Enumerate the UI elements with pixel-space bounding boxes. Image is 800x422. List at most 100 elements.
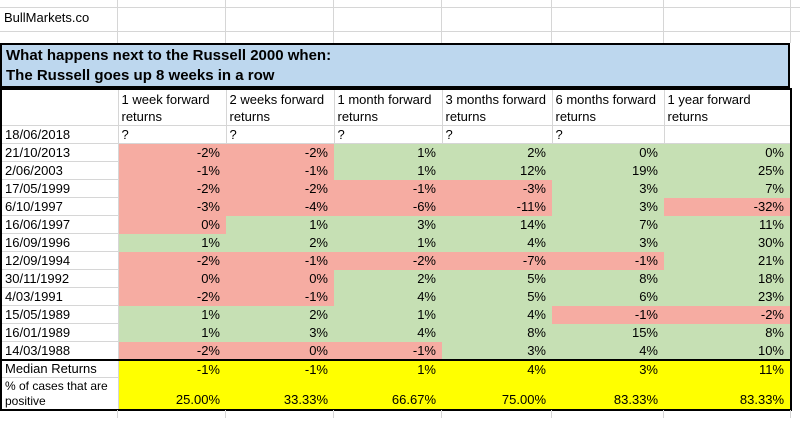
value-cell[interactable]: 4% bbox=[442, 305, 552, 324]
value-cell[interactable]: 18% bbox=[664, 269, 791, 288]
value-cell[interactable]: -1% bbox=[334, 179, 442, 198]
value-cell[interactable]: 6% bbox=[552, 287, 664, 306]
value-cell[interactable]: 2% bbox=[442, 143, 552, 162]
date-cell[interactable]: 30/11/1992 bbox=[1, 269, 119, 288]
value-cell[interactable]: 4% bbox=[334, 287, 442, 306]
median-value-cell[interactable]: 3% bbox=[552, 358, 664, 378]
value-cell[interactable]: -1% bbox=[226, 161, 334, 180]
value-cell[interactable]: 14% bbox=[442, 215, 552, 234]
value-cell[interactable]: 1% bbox=[118, 305, 226, 324]
value-cell[interactable]: 0% bbox=[664, 143, 791, 162]
value-cell[interactable] bbox=[664, 125, 792, 144]
date-cell[interactable]: 6/10/1997 bbox=[1, 197, 119, 216]
date-cell[interactable]: 12/09/1994 bbox=[1, 251, 119, 270]
corner-cell[interactable] bbox=[1, 89, 119, 126]
value-cell[interactable]: 23% bbox=[664, 287, 791, 306]
value-cell[interactable]: 1% bbox=[118, 323, 226, 342]
brand-cell[interactable]: BullMarkets.co bbox=[4, 10, 90, 25]
value-cell[interactable]: 0% bbox=[226, 341, 334, 360]
value-cell[interactable]: 8% bbox=[664, 323, 791, 342]
value-cell[interactable]: -1% bbox=[552, 251, 664, 270]
value-cell[interactable]: 21% bbox=[664, 251, 791, 270]
value-cell[interactable]: -2% bbox=[334, 251, 442, 270]
header-cell[interactable]: 3 months forward returns bbox=[442, 89, 553, 126]
value-cell[interactable]: 7% bbox=[664, 179, 791, 198]
value-cell[interactable]: 1% bbox=[334, 161, 442, 180]
value-cell[interactable]: ? bbox=[334, 125, 443, 144]
value-cell[interactable]: ? bbox=[226, 125, 335, 144]
value-cell[interactable]: 2% bbox=[226, 233, 334, 252]
header-cell[interactable]: 1 month forward returns bbox=[334, 89, 443, 126]
value-cell[interactable]: 5% bbox=[442, 287, 552, 306]
median-value-cell[interactable]: -1% bbox=[226, 358, 334, 378]
value-cell[interactable]: -11% bbox=[442, 197, 552, 216]
value-cell[interactable]: -2% bbox=[118, 179, 226, 198]
value-cell[interactable]: 3% bbox=[442, 341, 552, 360]
median-value-cell[interactable]: 11% bbox=[664, 358, 791, 378]
value-cell[interactable]: 12% bbox=[442, 161, 552, 180]
date-cell[interactable]: 16/06/1997 bbox=[1, 215, 119, 234]
value-cell[interactable]: 0% bbox=[118, 269, 226, 288]
value-cell[interactable]: 1% bbox=[334, 233, 442, 252]
value-cell[interactable]: -3% bbox=[118, 197, 226, 216]
value-cell[interactable]: 10% bbox=[664, 341, 791, 360]
date-cell[interactable]: 2/06/2003 bbox=[1, 161, 119, 180]
value-cell[interactable]: 2% bbox=[226, 305, 334, 324]
positive-label-cell[interactable]: % of cases that are positive bbox=[1, 377, 119, 411]
header-cell[interactable]: 1 week forward returns bbox=[118, 89, 227, 126]
value-cell[interactable]: -6% bbox=[334, 197, 442, 216]
value-cell[interactable]: 15% bbox=[552, 323, 664, 342]
value-cell[interactable]: 1% bbox=[226, 215, 334, 234]
date-cell[interactable]: 16/01/1989 bbox=[1, 323, 119, 342]
value-cell[interactable]: -1% bbox=[334, 341, 442, 360]
median-value-cell[interactable]: 1% bbox=[334, 358, 442, 378]
value-cell[interactable]: -1% bbox=[118, 161, 226, 180]
median-value-cell[interactable]: 4% bbox=[442, 358, 552, 378]
value-cell[interactable]: -2% bbox=[118, 251, 226, 270]
positive-value-cell[interactable]: 66.67% bbox=[334, 377, 442, 410]
value-cell[interactable]: -2% bbox=[118, 287, 226, 306]
date-cell[interactable]: 18/06/2018 bbox=[1, 125, 119, 144]
value-cell[interactable]: ? bbox=[118, 125, 227, 144]
value-cell[interactable]: ? bbox=[552, 125, 665, 144]
value-cell[interactable]: 0% bbox=[552, 143, 664, 162]
value-cell[interactable]: -1% bbox=[226, 287, 334, 306]
header-cell[interactable]: 1 year forward returns bbox=[664, 89, 792, 126]
value-cell[interactable]: 8% bbox=[442, 323, 552, 342]
value-cell[interactable]: 4% bbox=[442, 233, 552, 252]
value-cell[interactable]: -3% bbox=[442, 179, 552, 198]
median-value-cell[interactable]: -1% bbox=[118, 358, 226, 378]
value-cell[interactable]: 19% bbox=[552, 161, 664, 180]
value-cell[interactable]: -7% bbox=[442, 251, 552, 270]
value-cell[interactable]: 5% bbox=[442, 269, 552, 288]
value-cell[interactable]: 4% bbox=[552, 341, 664, 360]
date-cell[interactable]: 4/03/1991 bbox=[1, 287, 119, 306]
value-cell[interactable]: 4% bbox=[334, 323, 442, 342]
value-cell[interactable]: 3% bbox=[334, 215, 442, 234]
value-cell[interactable]: 1% bbox=[118, 233, 226, 252]
value-cell[interactable]: -2% bbox=[118, 341, 226, 360]
value-cell[interactable]: -2% bbox=[664, 305, 791, 324]
date-cell[interactable]: 21/10/2013 bbox=[1, 143, 119, 162]
positive-value-cell[interactable]: 83.33% bbox=[664, 377, 791, 410]
positive-value-cell[interactable]: 83.33% bbox=[552, 377, 664, 410]
date-cell[interactable]: 14/03/1988 bbox=[1, 341, 119, 360]
value-cell[interactable]: -4% bbox=[226, 197, 334, 216]
value-cell[interactable]: -1% bbox=[226, 251, 334, 270]
header-cell[interactable]: 2 weeks forward returns bbox=[226, 89, 335, 126]
value-cell[interactable]: 1% bbox=[334, 305, 442, 324]
value-cell[interactable]: 0% bbox=[226, 269, 334, 288]
value-cell[interactable]: 11% bbox=[664, 215, 791, 234]
value-cell[interactable]: 30% bbox=[664, 233, 791, 252]
date-cell[interactable]: 15/05/1989 bbox=[1, 305, 119, 324]
value-cell[interactable]: 3% bbox=[226, 323, 334, 342]
value-cell[interactable]: 8% bbox=[552, 269, 664, 288]
positive-value-cell[interactable]: 75.00% bbox=[442, 377, 552, 410]
value-cell[interactable]: -2% bbox=[226, 143, 334, 162]
value-cell[interactable]: 0% bbox=[118, 215, 226, 234]
title-block[interactable]: What happens next to the Russell 2000 wh… bbox=[0, 43, 790, 88]
value-cell[interactable]: 2% bbox=[334, 269, 442, 288]
value-cell[interactable]: 1% bbox=[334, 143, 442, 162]
positive-value-cell[interactable]: 25.00% bbox=[118, 377, 226, 410]
date-cell[interactable]: 16/09/1996 bbox=[1, 233, 119, 252]
